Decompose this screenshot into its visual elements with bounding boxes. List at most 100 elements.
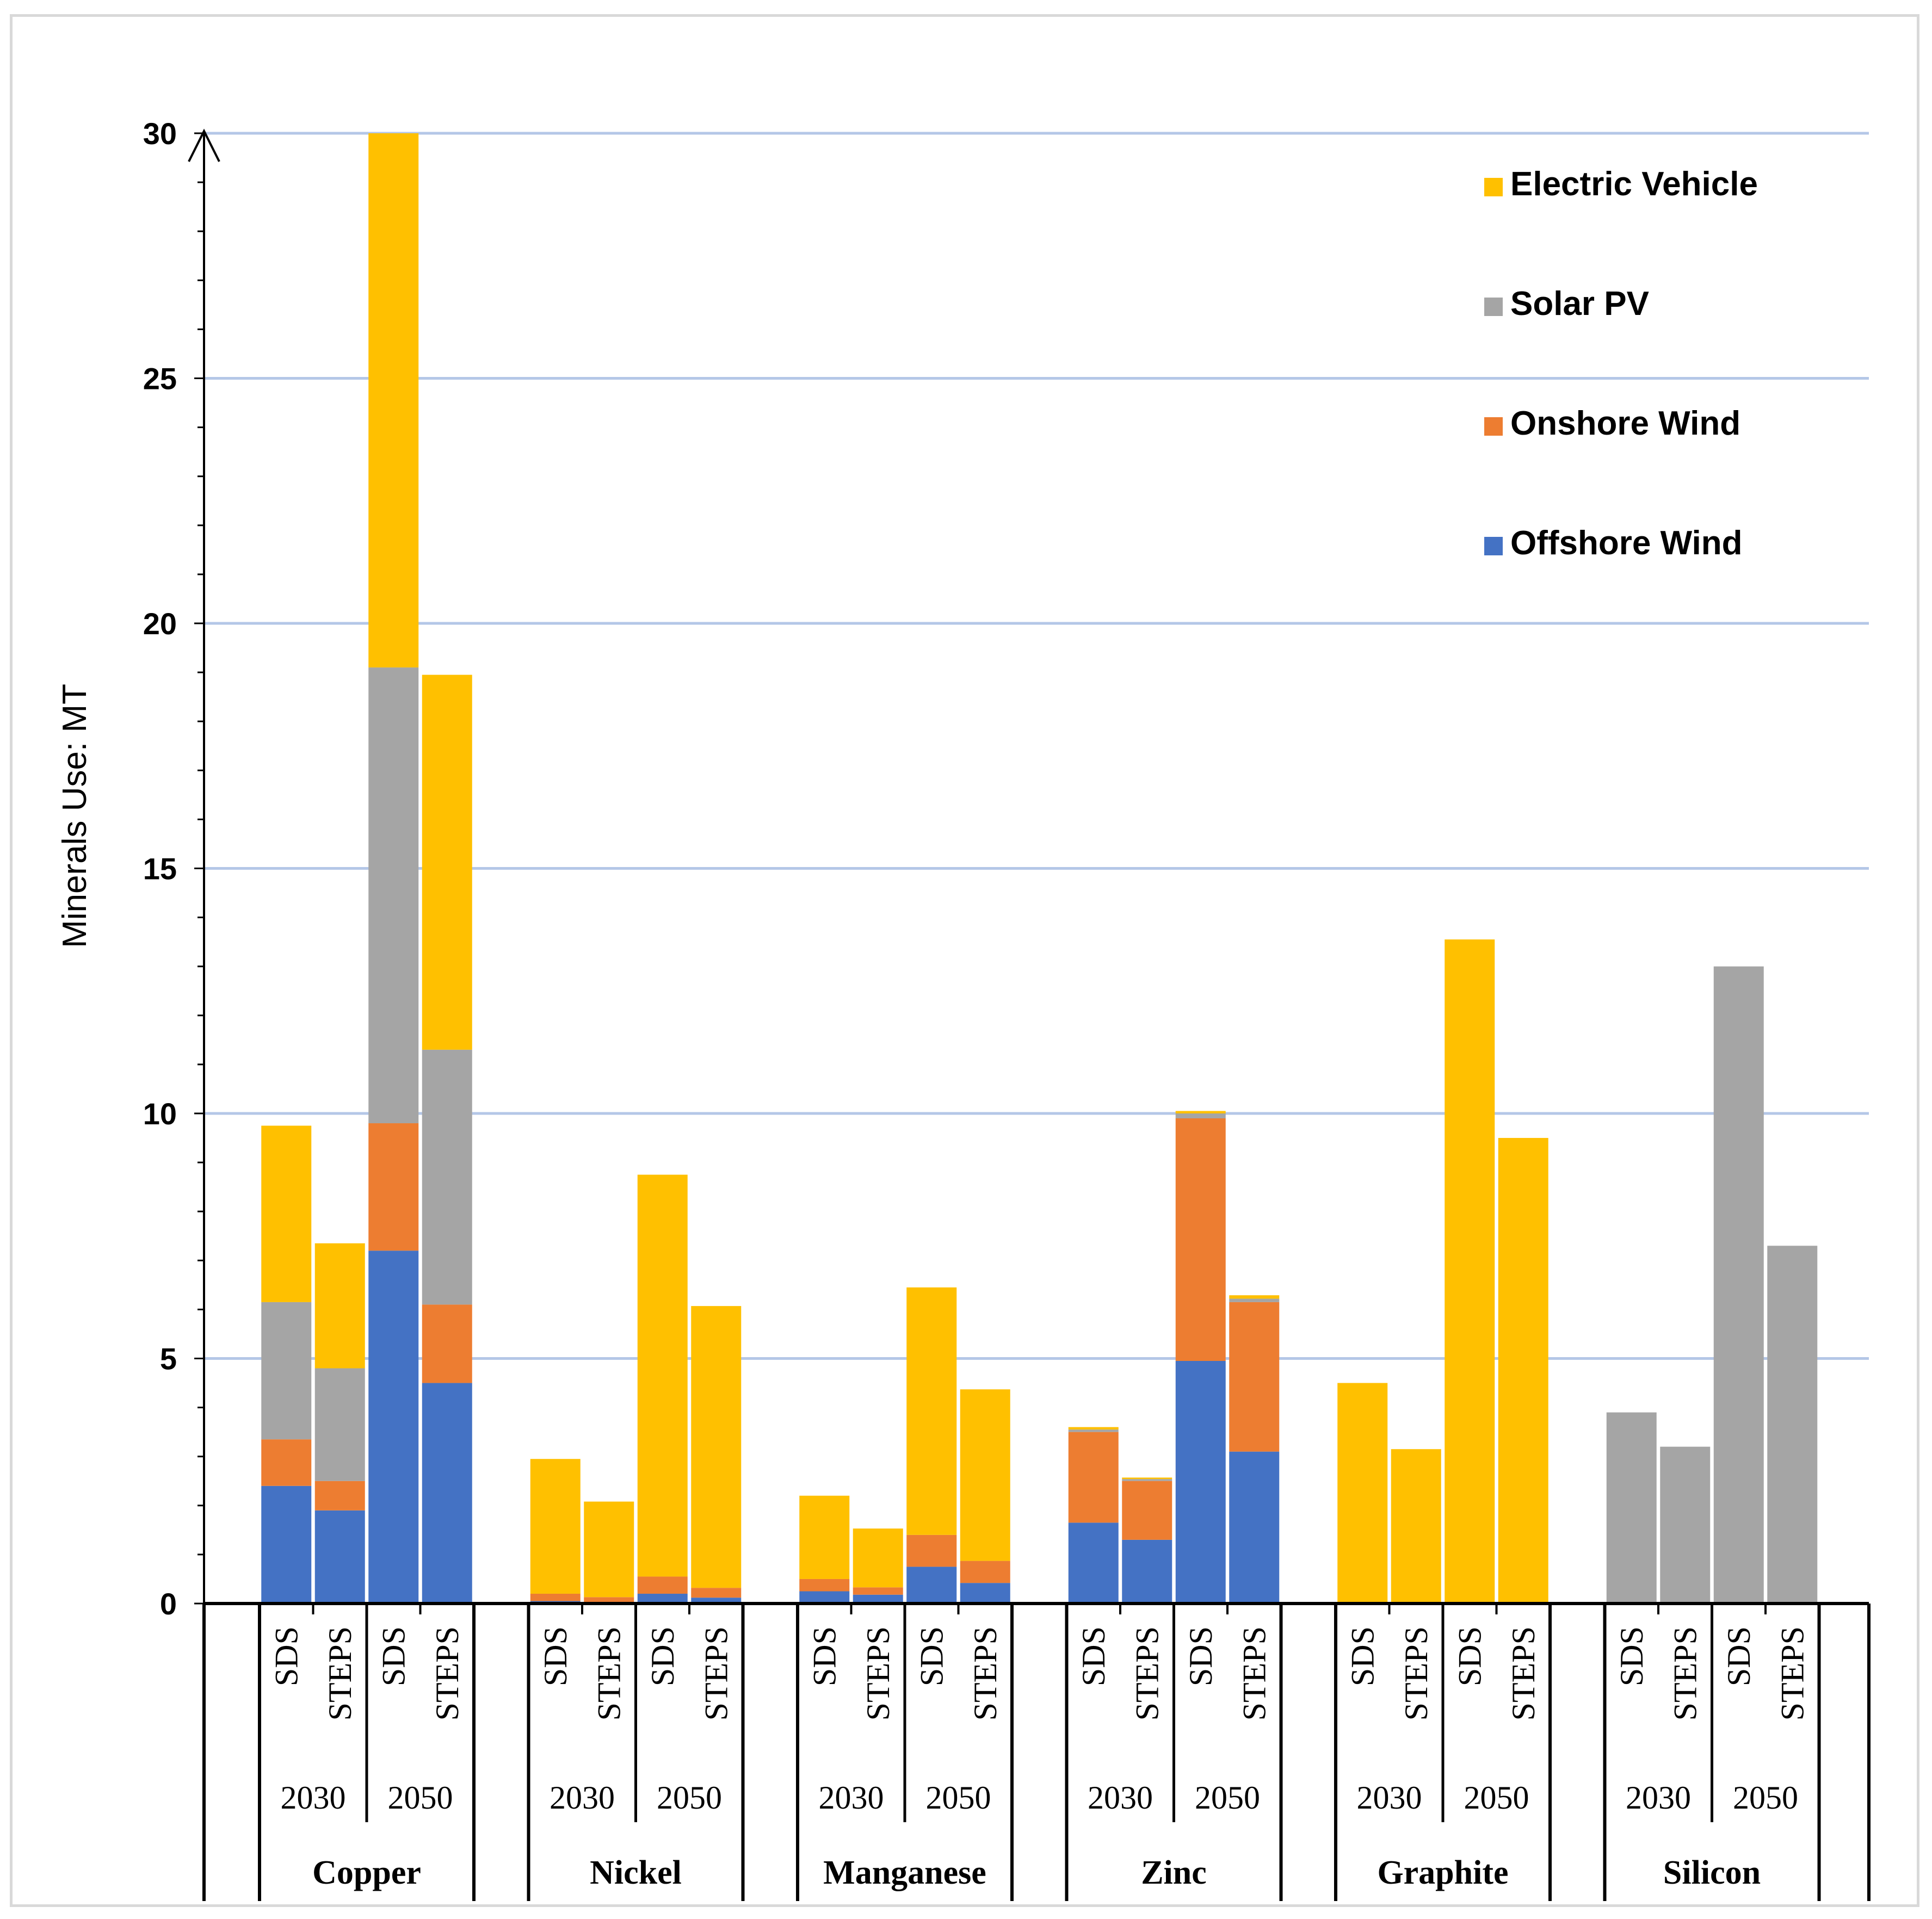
bar-copper-2030-steps-solar-pv	[314, 1368, 365, 1481]
bar-zinc-2050-steps-electric-vehicle	[1229, 1295, 1280, 1299]
bar-nickel-2050-steps-onshore-wind	[691, 1588, 742, 1598]
bar-zinc-2030-steps-offshore-wind	[1122, 1539, 1172, 1604]
y-tick-label: 25	[143, 362, 177, 396]
scenario-label: SDS	[268, 1626, 304, 1686]
scenario-label: STEPS	[698, 1626, 734, 1720]
scenario-label: STEPS	[1129, 1626, 1165, 1720]
mineral-label-nickel: Nickel	[590, 1854, 682, 1891]
bar-zinc-2030-sds-electric-vehicle	[1068, 1427, 1119, 1430]
bar-graphite-2050-steps-electric-vehicle	[1498, 1138, 1548, 1604]
mineral-label-copper: Copper	[312, 1854, 421, 1891]
bar-manganese-2030-sds-electric-vehicle	[799, 1495, 850, 1579]
bar-copper-2030-sds-electric-vehicle	[261, 1125, 312, 1302]
bar-manganese-2050-steps-onshore-wind	[960, 1561, 1010, 1583]
year-label: 2050	[1195, 1780, 1260, 1816]
year-label: 2050	[926, 1780, 991, 1816]
y-axis-title: Minerals Use: MT	[56, 684, 94, 948]
bar-zinc-2030-sds-offshore-wind	[1068, 1522, 1119, 1604]
bar-manganese-2030-sds-offshore-wind	[799, 1591, 850, 1604]
year-label: 2030	[1088, 1780, 1153, 1816]
scenario-label: STEPS	[1505, 1626, 1541, 1720]
legend-swatch-electric-vehicle	[1484, 178, 1503, 196]
legend-label-electric-vehicle: Electric Vehicle	[1510, 165, 1758, 203]
year-label: 2050	[1733, 1780, 1798, 1816]
year-label: 2030	[1357, 1780, 1422, 1816]
bar-copper-2050-steps-electric-vehicle	[422, 674, 472, 1050]
bar-nickel-2030-steps-onshore-wind	[584, 1597, 634, 1602]
scenario-label: STEPS	[322, 1626, 358, 1720]
bar-copper-2050-steps-solar-pv	[422, 1049, 472, 1305]
bar-copper-2050-sds-solar-pv	[368, 667, 419, 1124]
legend-label-offshore-wind: Offshore Wind	[1510, 524, 1743, 562]
bar-manganese-2030-steps-offshore-wind	[853, 1594, 903, 1604]
year-label: 2030	[550, 1780, 615, 1816]
scenario-label: SDS	[1614, 1626, 1650, 1686]
bar-nickel-2050-steps-offshore-wind	[691, 1598, 742, 1604]
scenario-label: STEPS	[1774, 1626, 1810, 1720]
bar-copper-2030-sds-solar-pv	[261, 1302, 312, 1440]
bar-manganese-2030-steps-electric-vehicle	[853, 1528, 903, 1588]
bar-copper-2050-sds-electric-vehicle	[368, 133, 419, 668]
scenario-label: STEPS	[1236, 1626, 1272, 1720]
bar-zinc-2030-steps-onshore-wind	[1122, 1481, 1172, 1540]
scenario-label: SDS	[538, 1626, 573, 1686]
year-label: 2050	[1464, 1780, 1529, 1816]
bar-copper-2050-sds-offshore-wind	[368, 1251, 419, 1604]
scenario-label: SDS	[1344, 1626, 1380, 1686]
bar-copper-2030-steps-offshore-wind	[314, 1510, 365, 1604]
scenario-label: STEPS	[967, 1626, 1003, 1720]
bar-nickel-2050-steps-electric-vehicle	[691, 1306, 742, 1588]
bar-copper-2050-steps-onshore-wind	[422, 1304, 472, 1383]
y-tick-label: 15	[143, 852, 177, 886]
bar-copper-2030-steps-electric-vehicle	[314, 1243, 365, 1369]
bar-silicon-2050-sds-solar-pv	[1713, 966, 1764, 1604]
bar-zinc-2050-steps-solar-pv	[1229, 1298, 1280, 1302]
scenario-label: STEPS	[1398, 1626, 1434, 1720]
bar-copper-2030-sds-offshore-wind	[261, 1485, 312, 1604]
bar-manganese-2030-sds-onshore-wind	[799, 1578, 850, 1592]
bar-nickel-2050-sds-onshore-wind	[637, 1576, 688, 1594]
scenario-label: STEPS	[591, 1626, 627, 1720]
mineral-label-silicon: Silicon	[1663, 1854, 1761, 1891]
y-tick-label: 0	[160, 1587, 177, 1621]
bar-zinc-2030-sds-onshore-wind	[1068, 1432, 1119, 1523]
bar-silicon-2030-sds-solar-pv	[1606, 1412, 1657, 1604]
year-label: 2050	[657, 1780, 722, 1816]
legend-label-solar-pv: Solar PV	[1510, 285, 1649, 323]
scenario-label: STEPS	[429, 1626, 465, 1720]
bar-copper-2050-steps-offshore-wind	[422, 1383, 472, 1604]
bar-copper-2030-steps-onshore-wind	[314, 1481, 365, 1511]
bar-nickel-2030-steps-electric-vehicle	[584, 1501, 634, 1598]
scenario-label: SDS	[913, 1626, 949, 1686]
legend-swatch-offshore-wind	[1484, 537, 1503, 555]
bar-zinc-2030-sds-solar-pv	[1068, 1429, 1119, 1432]
year-label: 2030	[281, 1780, 346, 1816]
scenario-label: SDS	[1452, 1626, 1487, 1686]
bar-manganese-2030-steps-onshore-wind	[853, 1587, 903, 1595]
mineral-label-zinc: Zinc	[1141, 1854, 1207, 1891]
y-tick-label: 10	[143, 1097, 177, 1131]
bar-zinc-2050-sds-onshore-wind	[1175, 1118, 1226, 1361]
legend-swatch-solar-pv	[1484, 298, 1503, 316]
scenario-label: SDS	[1183, 1626, 1219, 1686]
scenario-label: SDS	[806, 1626, 842, 1686]
bar-zinc-2050-sds-solar-pv	[1175, 1113, 1226, 1119]
bar-zinc-2030-steps-electric-vehicle	[1122, 1477, 1172, 1480]
scenario-label: SDS	[375, 1626, 411, 1686]
bar-graphite-2030-steps-electric-vehicle	[1391, 1449, 1441, 1604]
scenario-label: STEPS	[1667, 1626, 1703, 1720]
bar-nickel-2050-sds-electric-vehicle	[637, 1174, 688, 1577]
bar-graphite-2030-sds-electric-vehicle	[1337, 1383, 1388, 1604]
scenario-label: SDS	[645, 1626, 681, 1686]
bar-copper-2050-sds-onshore-wind	[368, 1123, 419, 1251]
year-label: 2030	[1626, 1780, 1691, 1816]
bar-manganese-2050-sds-electric-vehicle	[906, 1287, 957, 1535]
bar-silicon-2050-steps-solar-pv	[1767, 1246, 1818, 1604]
bar-manganese-2050-steps-offshore-wind	[960, 1583, 1010, 1604]
bar-manganese-2050-sds-offshore-wind	[906, 1567, 957, 1604]
bar-nickel-2030-sds-onshore-wind	[530, 1593, 581, 1601]
scenario-label: SDS	[1721, 1626, 1757, 1686]
bar-copper-2030-sds-onshore-wind	[261, 1439, 312, 1486]
bar-graphite-2050-sds-electric-vehicle	[1445, 939, 1495, 1604]
